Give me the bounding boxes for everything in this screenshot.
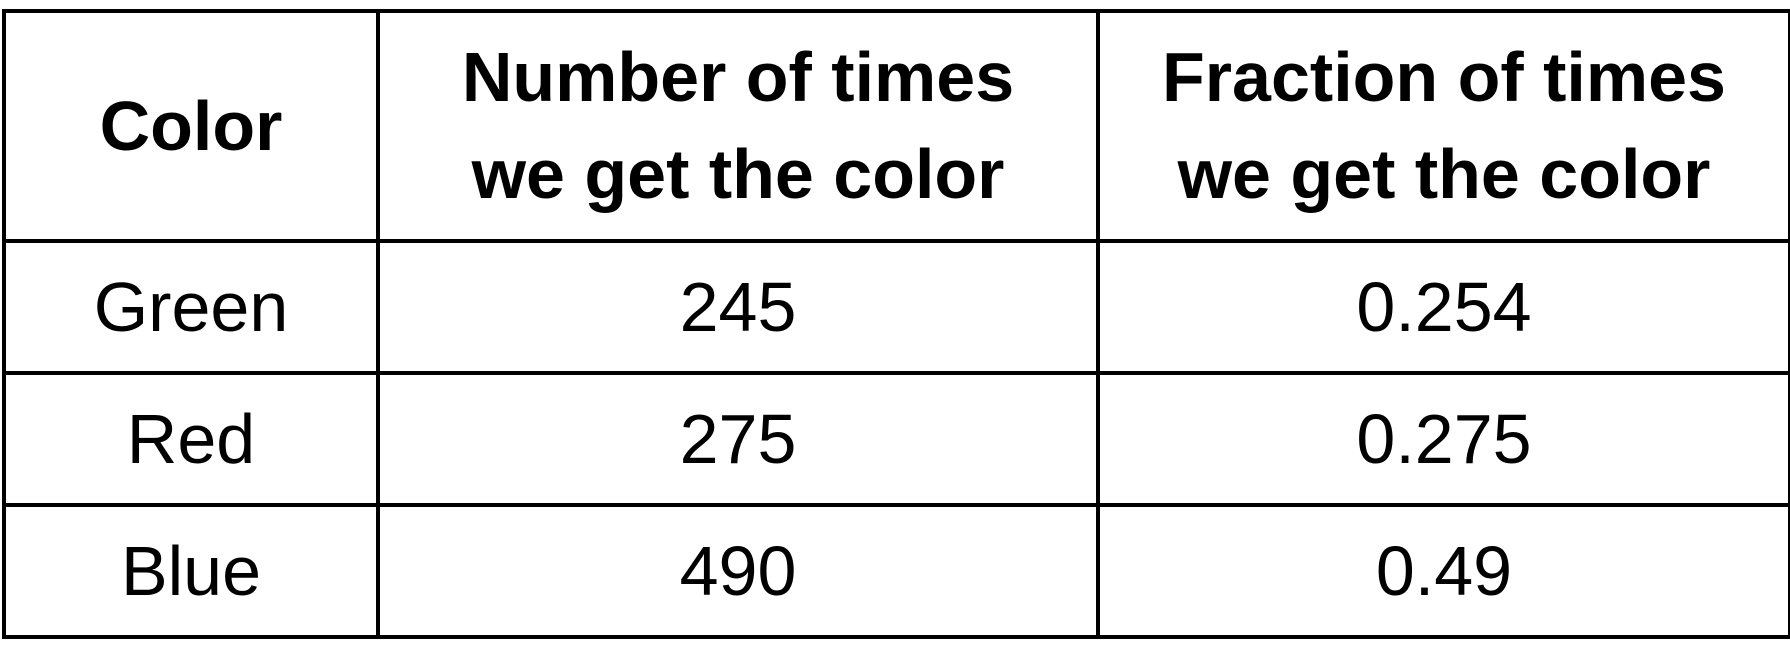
table-row: Green 245 0.254 bbox=[2, 239, 1790, 375]
cell-count: 245 bbox=[376, 239, 1100, 375]
cell-count: 275 bbox=[376, 371, 1100, 507]
cell-fraction: 0.254 bbox=[1096, 239, 1790, 375]
cell-fraction: 0.49 bbox=[1096, 503, 1790, 639]
color-frequency-table-container: Color Number of times we get the color F… bbox=[2, 9, 1790, 639]
header-color-label: Color bbox=[99, 86, 283, 165]
header-row: Color Number of times we get the color F… bbox=[2, 9, 1790, 243]
color-frequency-table: Color Number of times we get the color F… bbox=[2, 9, 1790, 639]
cell-fraction: 0.275 bbox=[1096, 371, 1790, 507]
cell-count: 490 bbox=[376, 503, 1100, 639]
cell-color: Red bbox=[2, 371, 380, 507]
header-number-line-1: Number of times bbox=[461, 38, 1015, 116]
header-fraction-line-1: Fraction of times bbox=[1162, 38, 1726, 116]
header-fraction-line-2: we get the color bbox=[1177, 135, 1711, 213]
table-body: Green 245 0.254 Red 275 0.275 Blue 490 0… bbox=[2, 239, 1790, 639]
header-number-line-2: we get the color bbox=[471, 135, 1005, 213]
table-row: Blue 490 0.49 bbox=[2, 503, 1790, 639]
table-header: Color Number of times we get the color F… bbox=[2, 9, 1790, 243]
header-fraction-of-times: Fraction of times we get the color bbox=[1096, 9, 1790, 243]
cell-color: Blue bbox=[2, 503, 380, 639]
header-number-of-times: Number of times we get the color bbox=[376, 9, 1100, 243]
header-color: Color bbox=[2, 9, 380, 243]
cell-color: Green bbox=[2, 239, 380, 375]
table-row: Red 275 0.275 bbox=[2, 371, 1790, 507]
